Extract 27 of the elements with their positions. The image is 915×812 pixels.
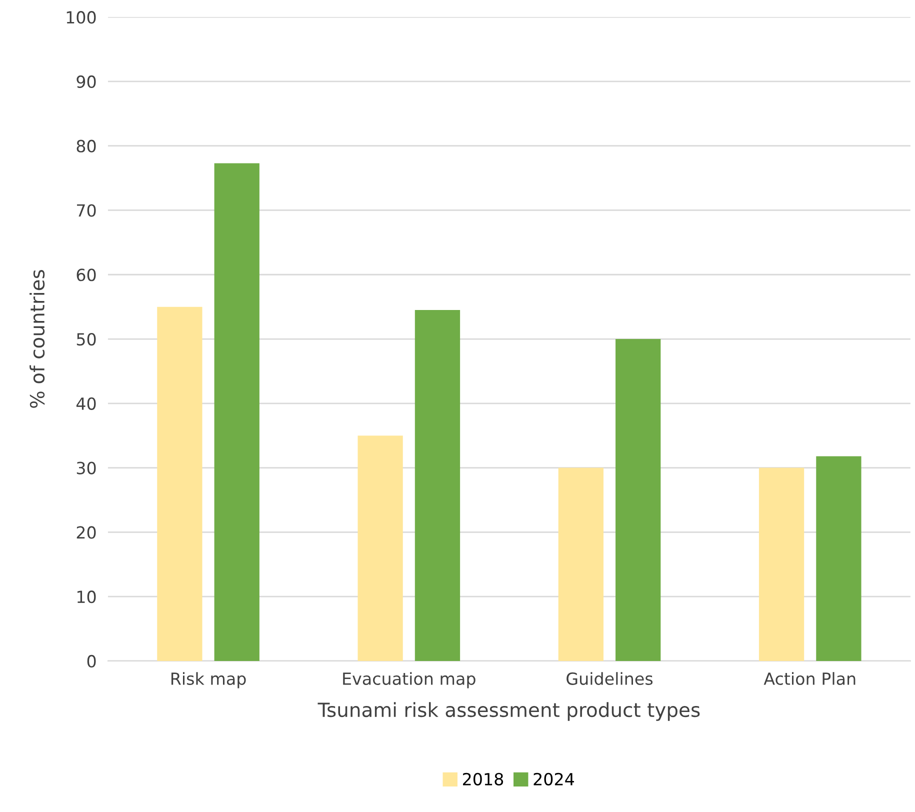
y-tick-label: 90 <box>76 75 96 88</box>
y-tick-label: 20 <box>76 526 96 539</box>
legend-label: 2018 <box>463 772 504 786</box>
y-axis-title: % of countries <box>30 270 45 408</box>
x-tick-label: Evacuation map <box>343 672 476 688</box>
y-tick-label: 0 <box>87 654 96 668</box>
x-axis-title: Tsunami risk assessment product types <box>318 702 700 721</box>
y-tick-label: 30 <box>76 462 96 474</box>
y-tick-label: 40 <box>76 397 96 410</box>
bar <box>816 456 862 661</box>
bar <box>616 339 661 661</box>
y-tick-label: 100 <box>66 11 96 24</box>
y-tick-label: 70 <box>77 204 96 217</box>
bar <box>758 468 804 661</box>
y-tick-label: 50 <box>76 332 96 346</box>
legend-label: 2024 <box>534 772 574 786</box>
x-tick-label: Risk map <box>171 672 246 688</box>
bar <box>558 468 604 661</box>
x-tick-label: Guidelines <box>566 672 653 685</box>
bar <box>214 163 260 661</box>
bar <box>414 310 460 661</box>
y-tick-label: 60 <box>76 268 96 282</box>
y-tick-label: 10 <box>77 590 96 604</box>
bar <box>358 436 403 661</box>
bar <box>157 306 202 661</box>
x-tick-label: Action Plan <box>764 672 856 685</box>
y-tick-label: 80 <box>76 140 96 152</box>
